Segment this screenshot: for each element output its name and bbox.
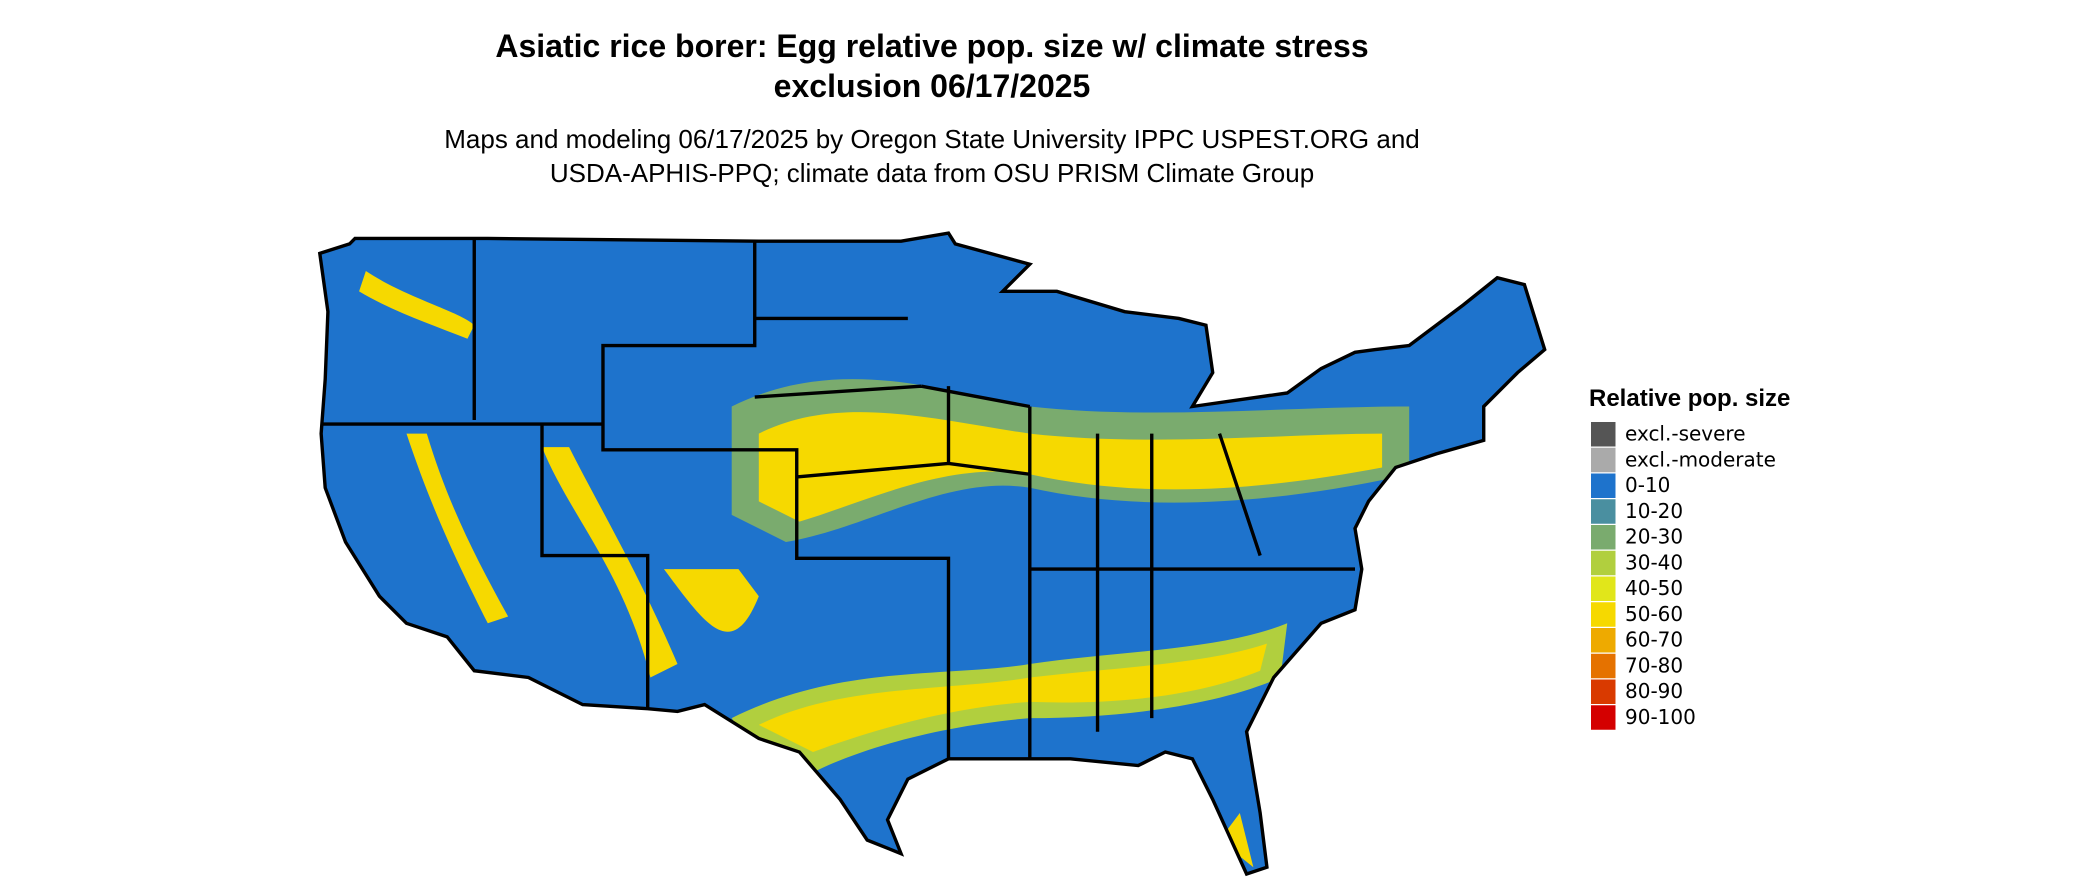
legend-swatch <box>1591 653 1616 679</box>
legend-label: 60-70 <box>1625 628 1683 652</box>
legend-label: 80-90 <box>1625 679 1683 703</box>
legend-swatch <box>1591 499 1616 524</box>
map-fill <box>319 233 1545 874</box>
map <box>317 231 1547 877</box>
legend-title: Relative pop. size <box>1589 385 1790 412</box>
legend-label: 50-60 <box>1625 602 1683 626</box>
legend-label: excl.-moderate <box>1625 447 1776 471</box>
legend-label: 90-100 <box>1625 705 1696 729</box>
subtitle: Maps and modeling 06/17/2025 by Oregon S… <box>444 124 1420 154</box>
legend-swatch <box>1591 628 1616 653</box>
legend-label: 0-10 <box>1625 473 1670 497</box>
legend-swatch <box>1591 525 1616 550</box>
state-borders <box>317 231 1547 877</box>
title: exclusion 06/17/2025 <box>774 68 1091 104</box>
legend-label: 30-40 <box>1625 550 1683 574</box>
legend-label: 40-50 <box>1625 576 1683 600</box>
legend-swatch <box>1591 550 1616 576</box>
legend-label: 10-20 <box>1625 499 1683 523</box>
legend-swatch <box>1591 422 1616 447</box>
legend-label: 70-80 <box>1625 653 1683 677</box>
legend-swatch <box>1591 602 1616 627</box>
legend-swatch <box>1591 576 1616 601</box>
legend: Relative pop. size excl.-severeexcl.-mod… <box>1589 385 1790 730</box>
legend-label: excl.-severe <box>1625 422 1746 446</box>
legend-swatch <box>1591 705 1616 730</box>
legend-swatch <box>1591 473 1616 498</box>
subtitle: USDA-APHIS-PPQ; climate data from OSU PR… <box>550 158 1314 188</box>
legend-swatch <box>1591 447 1616 473</box>
legend-label: 20-30 <box>1625 525 1683 549</box>
title: Asiatic rice borer: Egg relative pop. si… <box>495 28 1368 64</box>
legend-swatch <box>1591 679 1616 704</box>
